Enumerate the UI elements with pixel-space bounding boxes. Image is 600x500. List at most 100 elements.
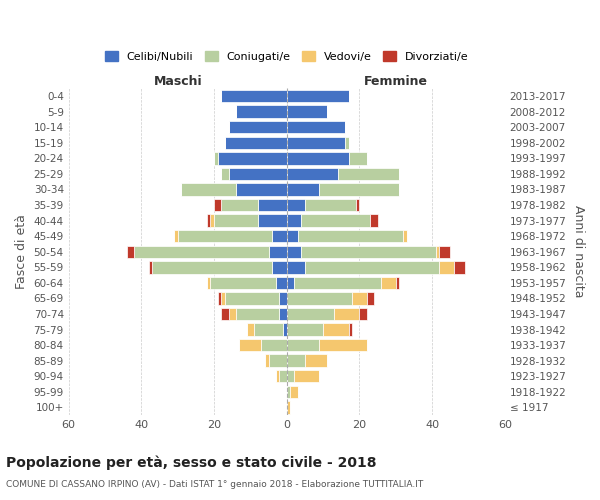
- Legend: Celibi/Nubili, Coniugati/e, Vedovi/e, Divorziati/e: Celibi/Nubili, Coniugati/e, Vedovi/e, Di…: [101, 48, 472, 66]
- Bar: [221, 90, 287, 102]
- Bar: [272, 261, 287, 274]
- Bar: [265, 354, 269, 367]
- Bar: [454, 261, 465, 274]
- Bar: [287, 370, 294, 382]
- Text: Maschi: Maschi: [154, 76, 202, 88]
- Bar: [218, 292, 221, 304]
- Bar: [287, 214, 301, 227]
- Bar: [218, 152, 287, 164]
- Bar: [287, 401, 290, 413]
- Bar: [439, 246, 451, 258]
- Bar: [305, 354, 327, 367]
- Bar: [280, 292, 287, 304]
- Bar: [334, 308, 359, 320]
- Bar: [152, 261, 272, 274]
- Bar: [294, 370, 319, 382]
- Bar: [214, 199, 221, 211]
- Bar: [283, 324, 287, 336]
- Bar: [225, 136, 287, 149]
- Bar: [287, 90, 349, 102]
- Bar: [229, 308, 236, 320]
- Bar: [287, 339, 319, 351]
- Bar: [436, 246, 439, 258]
- Bar: [221, 199, 257, 211]
- Bar: [236, 106, 287, 118]
- Bar: [276, 370, 280, 382]
- Bar: [319, 339, 367, 351]
- Bar: [247, 324, 254, 336]
- Bar: [257, 214, 287, 227]
- Bar: [257, 199, 287, 211]
- Bar: [287, 308, 334, 320]
- Bar: [367, 292, 374, 304]
- Bar: [214, 152, 218, 164]
- Bar: [305, 261, 439, 274]
- Bar: [305, 199, 356, 211]
- Bar: [221, 292, 225, 304]
- Bar: [287, 292, 352, 304]
- Y-axis label: Anni di nascita: Anni di nascita: [572, 206, 585, 298]
- Bar: [272, 230, 287, 242]
- Bar: [214, 214, 257, 227]
- Bar: [262, 339, 287, 351]
- Bar: [149, 261, 152, 274]
- Bar: [439, 261, 454, 274]
- Bar: [211, 276, 276, 289]
- Bar: [396, 276, 400, 289]
- Bar: [254, 324, 283, 336]
- Bar: [181, 184, 236, 196]
- Bar: [269, 246, 287, 258]
- Bar: [287, 230, 298, 242]
- Bar: [287, 246, 301, 258]
- Bar: [352, 292, 367, 304]
- Bar: [287, 168, 338, 180]
- Bar: [127, 246, 134, 258]
- Bar: [287, 354, 305, 367]
- Bar: [287, 106, 327, 118]
- Bar: [349, 324, 352, 336]
- Bar: [287, 136, 345, 149]
- Bar: [287, 261, 305, 274]
- Text: Popolazione per età, sesso e stato civile - 2018: Popolazione per età, sesso e stato civil…: [6, 455, 377, 469]
- Bar: [298, 230, 403, 242]
- Bar: [294, 276, 381, 289]
- Bar: [403, 230, 407, 242]
- Bar: [287, 152, 349, 164]
- Bar: [178, 230, 272, 242]
- Bar: [174, 230, 178, 242]
- Bar: [134, 246, 269, 258]
- Bar: [280, 370, 287, 382]
- Bar: [269, 354, 287, 367]
- Bar: [287, 386, 290, 398]
- Bar: [211, 214, 214, 227]
- Y-axis label: Fasce di età: Fasce di età: [15, 214, 28, 289]
- Bar: [338, 168, 400, 180]
- Bar: [323, 324, 349, 336]
- Bar: [287, 121, 345, 134]
- Bar: [287, 276, 294, 289]
- Bar: [359, 308, 367, 320]
- Bar: [287, 184, 319, 196]
- Bar: [207, 214, 211, 227]
- Bar: [276, 276, 287, 289]
- Bar: [345, 136, 349, 149]
- Bar: [225, 292, 280, 304]
- Bar: [370, 214, 377, 227]
- Text: Femmine: Femmine: [364, 76, 428, 88]
- Bar: [221, 308, 229, 320]
- Bar: [221, 168, 229, 180]
- Bar: [287, 324, 323, 336]
- Bar: [290, 386, 298, 398]
- Bar: [280, 308, 287, 320]
- Bar: [349, 152, 367, 164]
- Bar: [319, 184, 400, 196]
- Bar: [287, 199, 305, 211]
- Bar: [381, 276, 396, 289]
- Bar: [229, 168, 287, 180]
- Text: COMUNE DI CASSANO IRPINO (AV) - Dati ISTAT 1° gennaio 2018 - Elaborazione TUTTIT: COMUNE DI CASSANO IRPINO (AV) - Dati IST…: [6, 480, 423, 489]
- Bar: [236, 184, 287, 196]
- Bar: [229, 121, 287, 134]
- Bar: [239, 339, 262, 351]
- Bar: [356, 199, 359, 211]
- Bar: [301, 214, 370, 227]
